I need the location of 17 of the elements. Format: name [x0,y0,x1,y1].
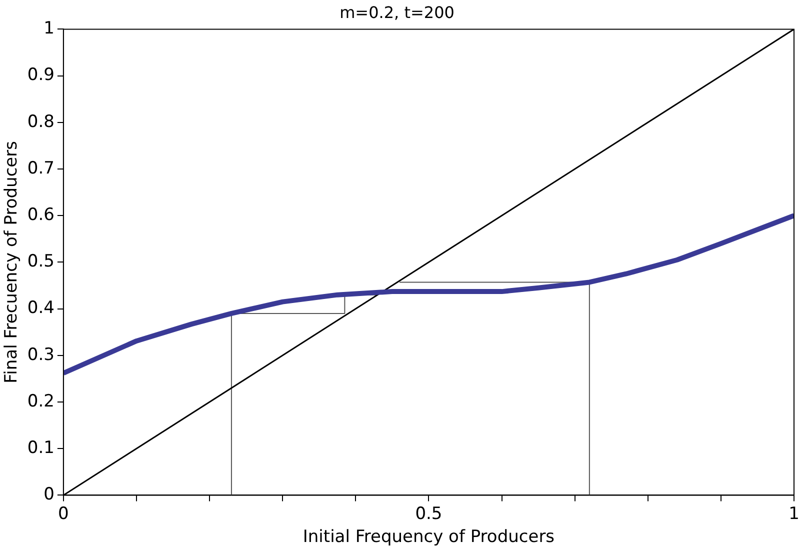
y-tick-label: 0.7 [27,158,54,178]
chart-title: m=0.2, t=200 [340,2,454,22]
y-tick-label: 1 [44,18,54,39]
x-tick-label: 1 [788,504,800,524]
y-tick-label: 0.9 [27,65,54,86]
y-tick-label: 0 [44,484,54,505]
x-axis-title: Initial Frequency of Producers [302,527,555,548]
x-tick-label: 0 [58,504,69,524]
y-tick-label: 0.3 [27,344,54,365]
y-tick-label: 0.8 [27,112,54,132]
y-tick-label: 0.5 [27,252,54,272]
y-tick-label: 0.6 [27,205,54,226]
y-tick-label: 0.2 [27,391,54,412]
x-tick-label: 0.5 [415,504,442,524]
y-axis-title: Final Frecuency of Producers [2,140,22,384]
y-tick-label: 0.1 [27,438,54,458]
y-tick-label: 0.4 [27,298,54,318]
